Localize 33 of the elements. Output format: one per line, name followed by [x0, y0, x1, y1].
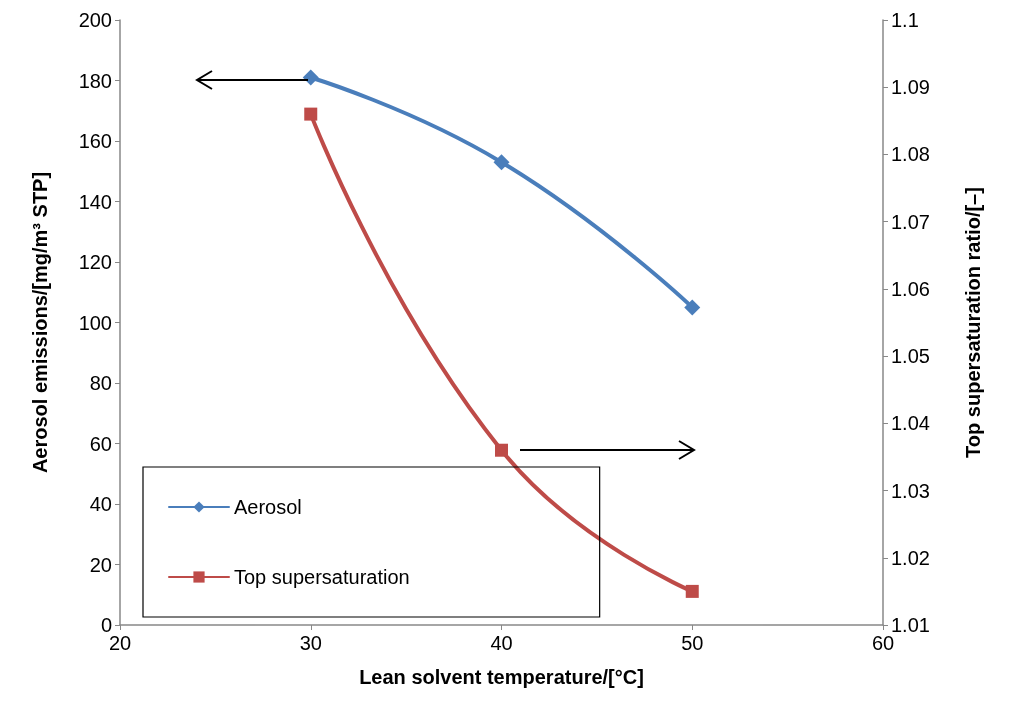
x-tick-label: 40: [490, 632, 513, 654]
y-tick-label: 60: [89, 432, 112, 455]
y2-tick-label: 1.09: [891, 76, 930, 99]
point: [495, 443, 508, 457]
y-tick-label: 160: [78, 130, 112, 152]
y-tick-label: 20: [89, 553, 112, 576]
y-tick-label: 40: [89, 493, 112, 515]
y-axis-title: Aerosol emissions/[mg/m³ STP]: [29, 171, 51, 474]
point: [304, 107, 318, 121]
y2-tick-label: 1.05: [891, 345, 930, 368]
point: [684, 299, 701, 316]
y-tick-label: 180: [78, 69, 112, 92]
y2-tick-label: 1.03: [891, 479, 930, 502]
y2-tick-label: 1.06: [891, 277, 930, 300]
point: [685, 584, 699, 598]
y2-tick-label: 1.02: [891, 546, 930, 569]
y2-tick-label: 1.04: [891, 412, 930, 435]
y-tick-label: 120: [78, 251, 112, 273]
point: [302, 69, 319, 86]
y2-tick-label: 1.07: [891, 210, 930, 233]
x-axis-title: Lean solvent temperature/[°C]: [359, 666, 644, 688]
x-tick-label: 50: [681, 632, 704, 654]
legend-label: Top supersaturation: [234, 566, 410, 588]
point: [493, 154, 510, 171]
y-tick-label: 100: [78, 311, 112, 334]
legend-label: Aerosol: [234, 496, 302, 518]
y-tick-label: 140: [78, 190, 112, 213]
y-tick-label: 200: [78, 9, 112, 31]
y-tick-label: 80: [89, 372, 112, 394]
y2-tick-label: 1.1: [891, 9, 919, 31]
y2-axis-title: Top supersaturation ratio/[–]: [962, 187, 984, 458]
y2-tick-label: 1.08: [891, 143, 930, 166]
x-tick-label: 30: [299, 632, 322, 654]
